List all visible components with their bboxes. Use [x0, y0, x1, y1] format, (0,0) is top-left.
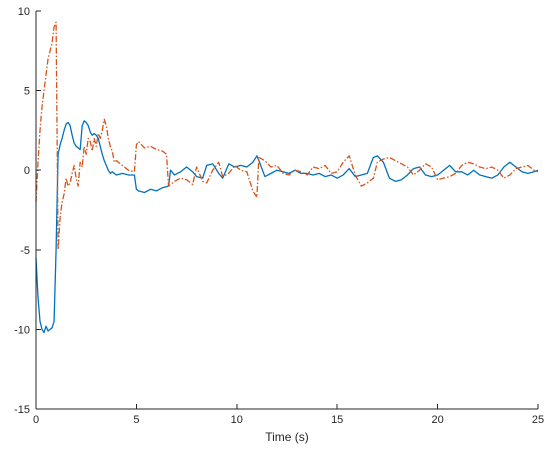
y-tick-label-0: 0	[24, 165, 30, 177]
y-tick-label--5: -5	[20, 245, 30, 257]
x-tick-label-0: 0	[33, 414, 39, 426]
x-tick-label-25: 25	[532, 414, 544, 426]
plot-background	[36, 11, 538, 409]
x-tick-label-20: 20	[431, 414, 443, 426]
x-axis-label: Time (s)	[265, 430, 309, 444]
x-tick-label-10: 10	[231, 414, 243, 426]
y-tick-label-5: 5	[24, 86, 30, 98]
series-line-1	[35, 120, 539, 334]
y-tick-label--15: -15	[14, 404, 30, 416]
x-tick-label-15: 15	[331, 414, 343, 426]
plot-area	[36, 11, 538, 409]
x-tick-label-5: 5	[133, 414, 139, 426]
y-tick-label-10: 10	[18, 6, 30, 18]
series-layer	[35, 21, 539, 334]
y-tick-label--10: -10	[14, 324, 30, 336]
axes-layer: 0 5 10 15 20 25 -15 -10 -5 0 5 10	[14, 6, 544, 426]
